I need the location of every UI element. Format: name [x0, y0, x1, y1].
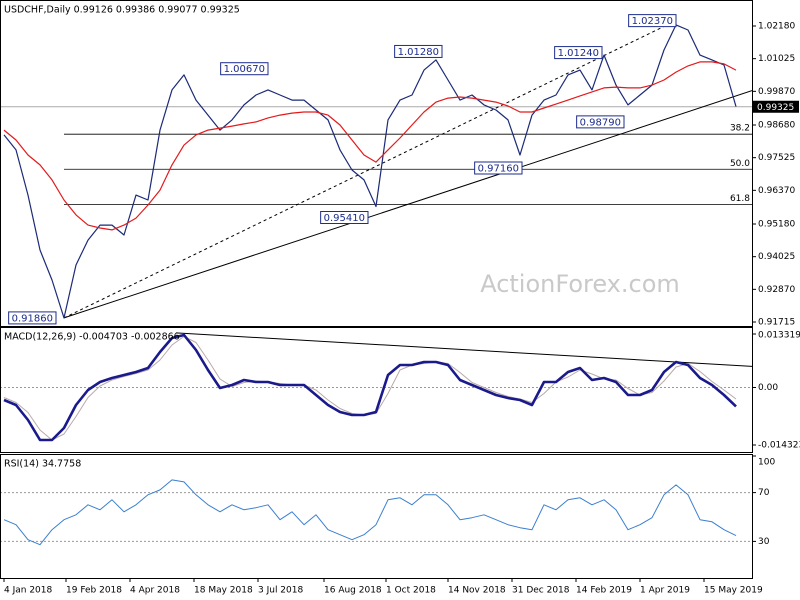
- trend-line: [175, 332, 752, 367]
- panel-title: USDCHF,Daily 0.99126 0.99386 0.99077 0.9…: [4, 5, 240, 16]
- y-tick-label: 0.00: [758, 383, 778, 393]
- fib-label: 61.8: [730, 194, 750, 204]
- panel-title: RSI(14) 34.7758: [4, 459, 81, 470]
- x-tick-label: 31 Dec 2018: [512, 586, 570, 596]
- watermark: ActionForex.com: [480, 270, 680, 298]
- price-label-box: [474, 161, 523, 175]
- panel-border: [0, 454, 753, 579]
- y-tick-label: 0.96370: [758, 186, 795, 196]
- x-tick-label: 16 Aug 2018: [324, 586, 382, 596]
- x-tick-label: 4 Apr 2018: [130, 586, 180, 596]
- fib-label: 50.0: [730, 159, 750, 169]
- price-label-box: [394, 44, 443, 58]
- series-line: [3, 333, 737, 442]
- price-label: 0.98790: [580, 117, 621, 128]
- y-tick-label: 0.99870: [758, 87, 795, 97]
- fib-label: 38.2: [730, 124, 750, 134]
- x-tick-label: 15 May 2019: [704, 586, 763, 596]
- price-label: 1.01240: [558, 48, 599, 59]
- panel-title: MACD(12,26,9) -0.004703 -0.002866: [4, 332, 180, 343]
- x-tick-label: 3 Jul 2018: [258, 586, 303, 596]
- price-label-box: [576, 115, 625, 129]
- trend-line: [63, 90, 752, 319]
- y-tick-label: 70: [758, 488, 770, 498]
- y-tick-label: 0.97525: [758, 153, 795, 163]
- price-label: 0.91860: [12, 313, 53, 324]
- x-tick-label: 4 Jan 2018: [4, 586, 52, 596]
- price-label-box: [320, 210, 369, 224]
- plot-area: [1, 332, 752, 442]
- y-tick-label: 30: [758, 537, 770, 547]
- x-tick-label: 18 May 2018: [194, 586, 253, 596]
- x-tick-label: 14 Feb 2019: [576, 586, 632, 596]
- y-tick-label: 0.91715: [758, 318, 795, 328]
- y-tick-label: 0.95180: [758, 219, 795, 229]
- price-label: 0.95410: [324, 213, 365, 224]
- price-label-box: [628, 14, 677, 28]
- series-line: [3, 61, 737, 231]
- y-tick-label: -0.014323: [758, 441, 800, 451]
- series-line: [3, 24, 737, 319]
- y-tick-label: 100: [758, 458, 775, 468]
- y-tick-label: 0.92870: [758, 285, 795, 295]
- series-line: [3, 479, 737, 546]
- price-label-box: [8, 311, 57, 325]
- y-tick-label: 1.01025: [758, 54, 795, 64]
- plot-area: ActionForex.com 38.2 50.0 61.8 0.91860 1.0067…: [1, 14, 752, 325]
- price-label-box: [554, 46, 603, 60]
- x-tick-label: 1 Oct 2018: [386, 586, 436, 596]
- panel-border: [0, 327, 753, 453]
- y-tick-label: 0.013319: [758, 331, 800, 341]
- price-label: 0.97160: [478, 163, 519, 174]
- panel-border: [0, 0, 753, 327]
- price-label: 1.00670: [224, 64, 265, 75]
- y-tick-label: 1.02180: [758, 21, 795, 31]
- price-label: 1.02370: [632, 16, 673, 27]
- last-price-label: 0.99325: [757, 103, 794, 113]
- y-tick-label: 0.98680: [758, 120, 795, 130]
- trend-line: [63, 20, 677, 319]
- y-tick-label: 0.94025: [758, 252, 795, 262]
- last-price-box: [753, 100, 799, 113]
- x-tick-label: 1 Apr 2019: [640, 586, 690, 596]
- x-tick-label: 19 Feb 2018: [66, 586, 122, 596]
- plot-area: [1, 479, 752, 546]
- price-label-box: [220, 62, 269, 76]
- x-tick-label: 14 Nov 2018: [448, 586, 506, 596]
- price-label: 1.01280: [398, 47, 439, 58]
